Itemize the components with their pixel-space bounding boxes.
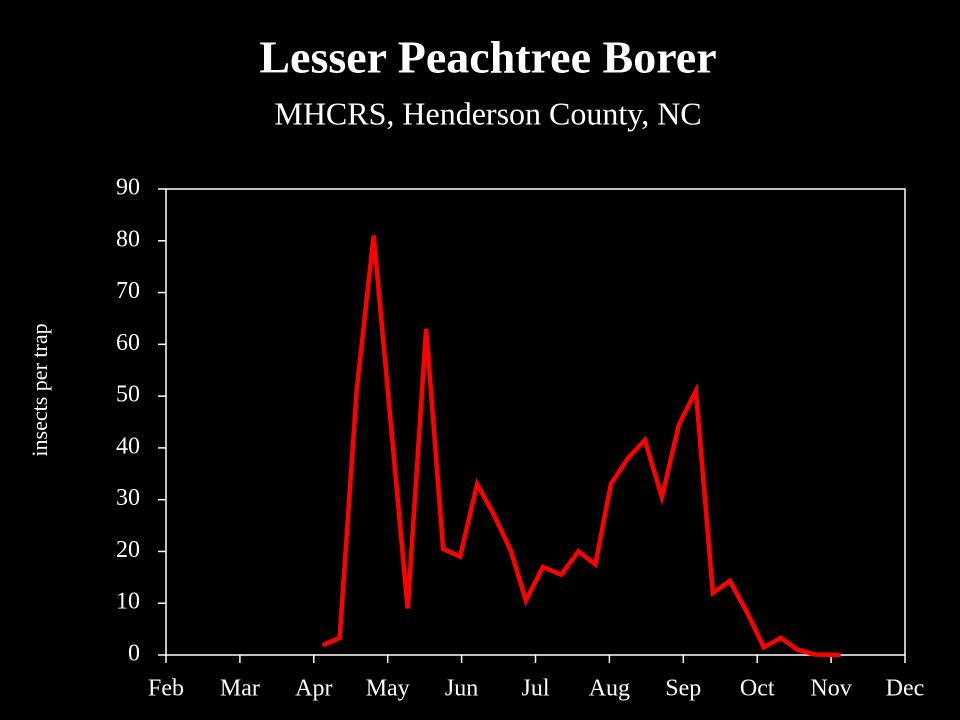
data-line xyxy=(321,235,841,658)
y-tick-label: 70 xyxy=(116,278,140,304)
y-tick-label: 60 xyxy=(116,330,140,356)
y-tick-label: 80 xyxy=(116,226,140,252)
x-tick-label: Nov xyxy=(810,676,851,702)
x-tick-label: Mar xyxy=(220,676,260,702)
y-tick-label: 10 xyxy=(116,589,140,615)
x-tick-label: Jul xyxy=(521,676,549,702)
y-tick-label: 30 xyxy=(116,485,140,511)
x-tick-label: Jun xyxy=(445,676,478,702)
x-tick-label: Feb xyxy=(148,676,184,702)
y-tick-label: 40 xyxy=(116,433,140,459)
y-axis-label: insects per trap xyxy=(27,323,52,456)
x-tick-label: Oct xyxy=(740,676,775,702)
chart-subtitle: MHCRS, Henderson County, NC xyxy=(274,95,701,131)
y-tick-label: 20 xyxy=(116,537,140,563)
chart-title: Lesser Peachtree Borer xyxy=(259,32,716,83)
x-tick-label: Sep xyxy=(665,676,701,702)
x-tick-label: Aug xyxy=(589,676,630,702)
y-tick-label: 90 xyxy=(116,175,140,201)
y-tick-label: 50 xyxy=(116,382,140,408)
x-tick-label: May xyxy=(366,676,410,702)
x-tick-label: Apr xyxy=(295,676,332,702)
x-tick-label: Dec xyxy=(886,676,925,702)
y-tick-label: 0 xyxy=(128,641,140,667)
